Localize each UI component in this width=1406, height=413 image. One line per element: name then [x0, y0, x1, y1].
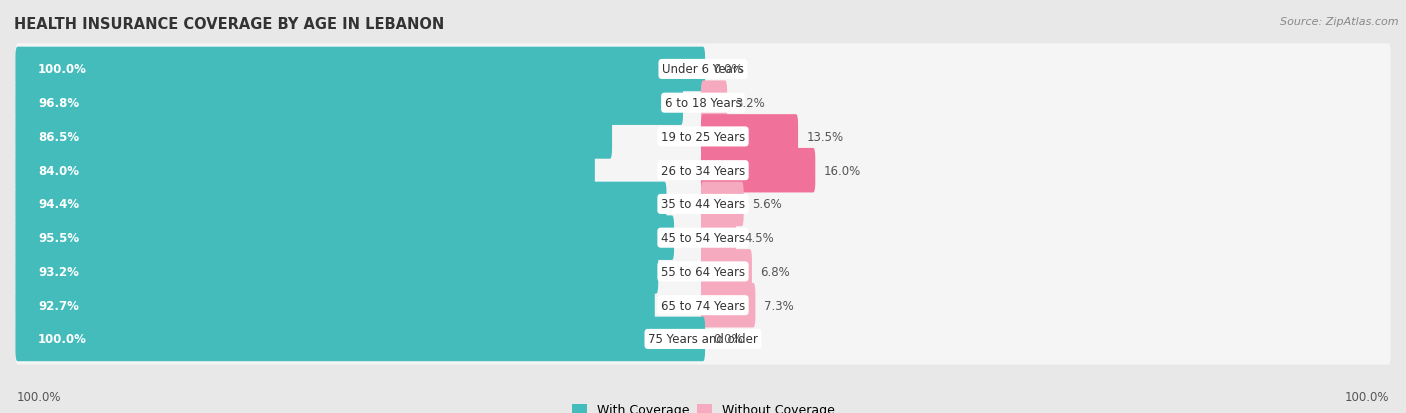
FancyBboxPatch shape: [15, 216, 673, 260]
Text: 55 to 64 Years: 55 to 64 Years: [661, 265, 745, 278]
Text: 100.0%: 100.0%: [1344, 390, 1389, 403]
Text: 3.2%: 3.2%: [735, 97, 765, 110]
FancyBboxPatch shape: [702, 149, 815, 193]
FancyBboxPatch shape: [15, 78, 1391, 129]
Text: 13.5%: 13.5%: [807, 131, 844, 144]
Legend: With Coverage, Without Coverage: With Coverage, Without Coverage: [567, 398, 839, 413]
FancyBboxPatch shape: [15, 112, 1391, 163]
Text: 95.5%: 95.5%: [38, 232, 79, 244]
Text: 94.4%: 94.4%: [38, 198, 79, 211]
FancyBboxPatch shape: [15, 145, 1391, 196]
Text: 6.8%: 6.8%: [761, 265, 790, 278]
Text: Source: ZipAtlas.com: Source: ZipAtlas.com: [1281, 17, 1399, 26]
FancyBboxPatch shape: [702, 283, 755, 328]
Text: 92.7%: 92.7%: [38, 299, 79, 312]
Text: 0.0%: 0.0%: [713, 332, 742, 346]
Text: 84.0%: 84.0%: [38, 164, 79, 177]
Text: 19 to 25 Years: 19 to 25 Years: [661, 131, 745, 144]
FancyBboxPatch shape: [15, 44, 1391, 95]
FancyBboxPatch shape: [15, 182, 666, 227]
Text: 45 to 54 Years: 45 to 54 Years: [661, 232, 745, 244]
Text: 93.2%: 93.2%: [38, 265, 79, 278]
Text: 86.5%: 86.5%: [38, 131, 79, 144]
FancyBboxPatch shape: [15, 249, 658, 294]
FancyBboxPatch shape: [702, 115, 799, 159]
FancyBboxPatch shape: [702, 182, 744, 227]
FancyBboxPatch shape: [702, 216, 737, 260]
Text: 5.6%: 5.6%: [752, 198, 782, 211]
Text: 100.0%: 100.0%: [38, 332, 87, 346]
FancyBboxPatch shape: [15, 280, 1391, 331]
FancyBboxPatch shape: [15, 81, 683, 126]
Text: 96.8%: 96.8%: [38, 97, 79, 110]
FancyBboxPatch shape: [702, 81, 727, 126]
FancyBboxPatch shape: [15, 313, 1391, 365]
FancyBboxPatch shape: [15, 47, 704, 92]
FancyBboxPatch shape: [15, 149, 595, 193]
Text: 4.5%: 4.5%: [744, 232, 775, 244]
FancyBboxPatch shape: [15, 246, 1391, 297]
Text: 65 to 74 Years: 65 to 74 Years: [661, 299, 745, 312]
Text: 35 to 44 Years: 35 to 44 Years: [661, 198, 745, 211]
Text: 6 to 18 Years: 6 to 18 Years: [665, 97, 741, 110]
Text: HEALTH INSURANCE COVERAGE BY AGE IN LEBANON: HEALTH INSURANCE COVERAGE BY AGE IN LEBA…: [14, 17, 444, 31]
Text: 100.0%: 100.0%: [17, 390, 62, 403]
Text: 100.0%: 100.0%: [38, 63, 87, 76]
FancyBboxPatch shape: [702, 249, 752, 294]
Text: 26 to 34 Years: 26 to 34 Years: [661, 164, 745, 177]
FancyBboxPatch shape: [15, 283, 655, 328]
Text: 16.0%: 16.0%: [824, 164, 860, 177]
Text: 75 Years and older: 75 Years and older: [648, 332, 758, 346]
FancyBboxPatch shape: [15, 179, 1391, 230]
Text: Under 6 Years: Under 6 Years: [662, 63, 744, 76]
FancyBboxPatch shape: [15, 213, 1391, 263]
Text: 0.0%: 0.0%: [713, 63, 742, 76]
FancyBboxPatch shape: [15, 317, 704, 361]
FancyBboxPatch shape: [15, 115, 612, 159]
Text: 7.3%: 7.3%: [763, 299, 793, 312]
